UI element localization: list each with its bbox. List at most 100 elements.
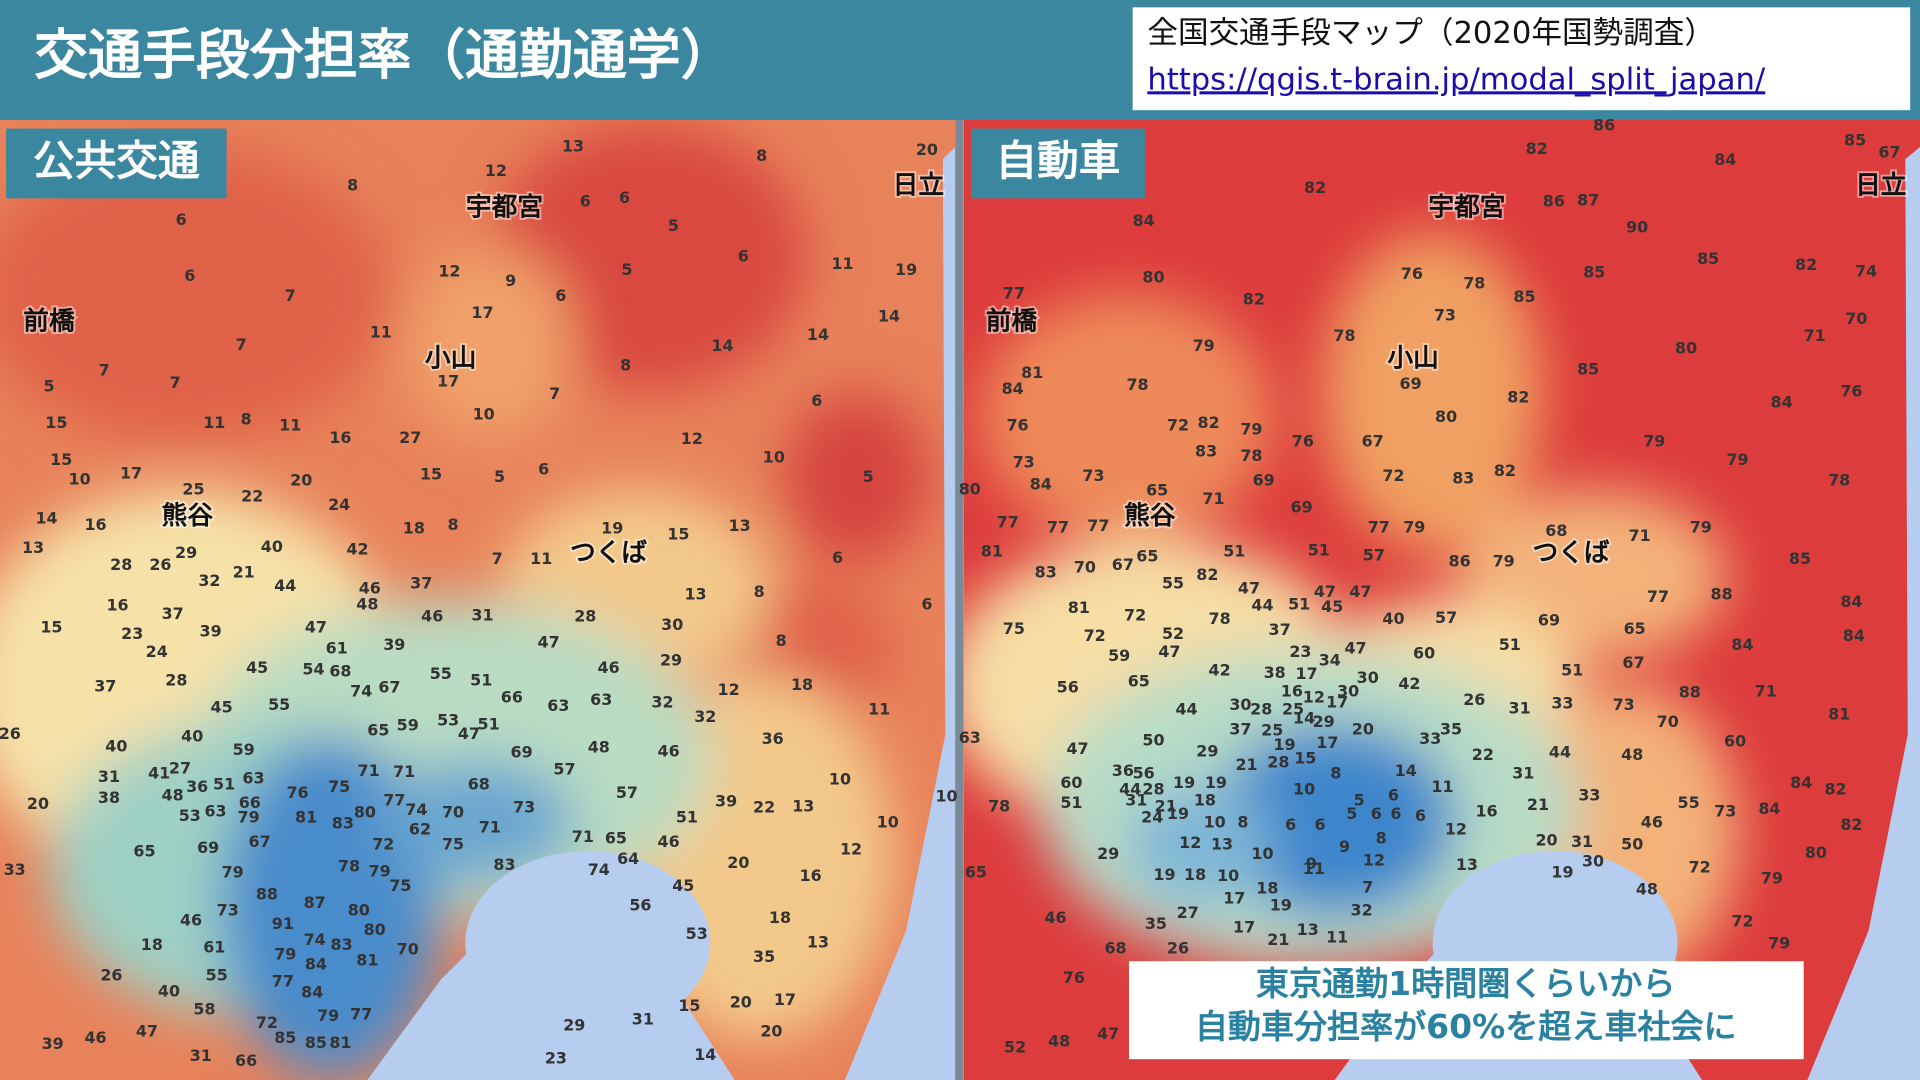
region-value: 13 <box>684 585 706 604</box>
region-value: 69 <box>1538 610 1560 629</box>
region-value: 7 <box>236 335 247 354</box>
region-value: 6 <box>1314 815 1325 834</box>
region-value: 14 <box>694 1045 716 1064</box>
region-value: 55 <box>1162 574 1184 593</box>
region-value: 40 <box>1382 609 1404 628</box>
region-value: 85 <box>1513 287 1535 306</box>
region-value: 13 <box>1297 920 1319 939</box>
region-value: 82 <box>1507 387 1529 406</box>
region-value: 6 <box>538 460 549 479</box>
region-value: 75 <box>442 834 464 853</box>
region-value: 37 <box>1269 620 1291 639</box>
region-value: 74 <box>304 930 326 949</box>
region-value: 80 <box>1142 267 1164 286</box>
region-value: 30 <box>661 615 683 634</box>
region-value: 65 <box>1136 547 1158 566</box>
region-value: 84 <box>1714 150 1736 169</box>
region-value: 73 <box>513 798 535 817</box>
title: 交通手段分担率（通勤通学） <box>34 23 734 86</box>
region-value: 46 <box>84 1028 106 1047</box>
region-value: 62 <box>409 820 431 839</box>
source: 全国交通手段マップ（2020年国勢調査） <box>1147 16 1715 51</box>
region-value: 19 <box>601 518 623 537</box>
region-value: 38 <box>1264 663 1286 682</box>
region-value: 65 <box>1128 672 1150 691</box>
region-value: 83 <box>1452 468 1474 487</box>
region-value: 57 <box>616 783 638 802</box>
region-value: 63 <box>204 801 226 820</box>
region-value: 65 <box>1146 481 1168 500</box>
region-value: 51 <box>1288 594 1310 613</box>
region-value: 55 <box>430 664 452 683</box>
region-value: 35 <box>753 947 775 966</box>
city-name: 前橋 <box>986 306 1038 337</box>
region-value: 76 <box>1006 416 1028 435</box>
region-value: 80 <box>364 920 386 939</box>
region-value: 61 <box>203 937 225 956</box>
region-value: 64 <box>617 849 639 868</box>
region-value: 83 <box>332 814 354 833</box>
region-value: 70 <box>1074 558 1096 577</box>
region-value: 84 <box>1133 211 1155 230</box>
region-value: 11 <box>370 323 392 342</box>
region-value: 81 <box>1021 363 1043 382</box>
region-value: 18 <box>791 675 813 694</box>
region-value: 71 <box>572 827 594 846</box>
region-value: 13 <box>792 796 814 815</box>
map-right-bg <box>963 120 1920 1080</box>
region-value: 73 <box>217 901 239 920</box>
region-value: 65 <box>965 863 987 882</box>
region-value: 29 <box>1196 741 1218 760</box>
region-value: 14 <box>35 509 57 528</box>
region-value: 6 <box>1388 785 1399 804</box>
region-value: 82 <box>1196 565 1218 584</box>
region-value: 66 <box>235 1051 257 1070</box>
region-value: 32 <box>1351 901 1373 920</box>
region-value: 84 <box>301 983 323 1002</box>
region-value: 29 <box>660 651 682 670</box>
region-value: 86 <box>1449 552 1471 571</box>
region-value: 19 <box>1153 865 1175 884</box>
city-name: 熊谷 <box>162 500 214 531</box>
region-value: 77 <box>350 1005 372 1024</box>
region-value: 75 <box>1003 619 1025 638</box>
region-value: 56 <box>1057 678 1079 697</box>
region-value: 78 <box>1209 609 1231 628</box>
region-value: 19 <box>1551 863 1573 882</box>
region-value: 44 <box>1549 743 1571 762</box>
map-label: 自動車 <box>996 136 1121 185</box>
region-value: 5 <box>668 216 679 235</box>
region-value: 85 <box>305 1033 327 1052</box>
region-value: 85 <box>1577 359 1599 378</box>
region-value: 6 <box>580 192 591 211</box>
region-value: 10 <box>935 787 957 806</box>
region-value: 81 <box>356 951 378 970</box>
region-value: 15 <box>1294 749 1316 768</box>
region-value: 52 <box>1162 624 1184 643</box>
region-value: 20 <box>916 140 938 159</box>
region-value: 51 <box>1561 661 1583 680</box>
source-link[interactable]: https://qgis.t-brain.jp/modal_split_japa… <box>1147 62 1766 97</box>
region-value: 15 <box>40 618 62 637</box>
region-value: 32 <box>651 692 673 711</box>
region-value: 26 <box>1167 938 1189 957</box>
region-value: 46 <box>598 658 620 677</box>
region-value: 78 <box>1126 375 1148 394</box>
region-value: 84 <box>1843 626 1865 645</box>
divider <box>955 120 964 1080</box>
region-value: 17 <box>1233 918 1255 937</box>
region-value: 13 <box>1211 834 1233 853</box>
region-value: 28 <box>1267 752 1289 771</box>
region-value: 31 <box>1512 763 1534 782</box>
region-value: 71 <box>1202 489 1224 508</box>
region-value: 24 <box>1141 807 1163 826</box>
region-value: 20 <box>1352 719 1374 738</box>
region-value: 12 <box>1363 850 1385 869</box>
region-value: 80 <box>1675 338 1697 357</box>
region-value: 83 <box>1195 441 1217 460</box>
region-value: 44 <box>1119 779 1141 798</box>
region-value: 63 <box>547 696 569 715</box>
region-value: 11 <box>1303 859 1325 878</box>
region-value: 77 <box>272 972 294 991</box>
